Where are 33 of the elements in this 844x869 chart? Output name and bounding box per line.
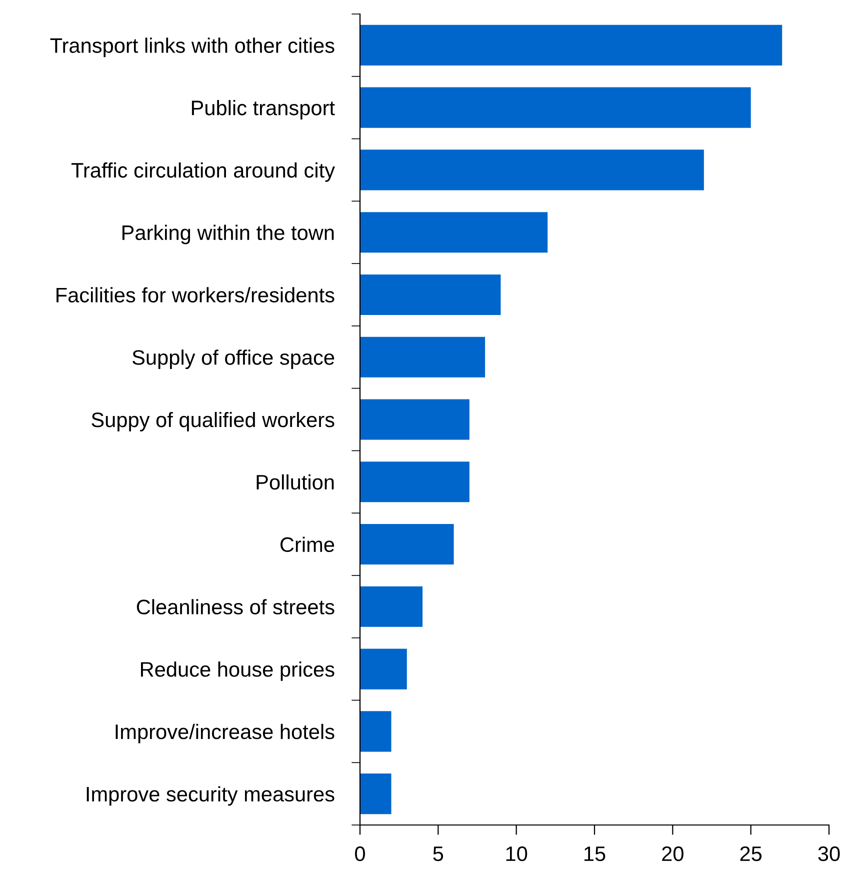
y-tick-label: Crime bbox=[280, 536, 334, 552]
x-tick-label: 25 bbox=[740, 846, 762, 862]
y-tick-label: Suppy of qualified workers bbox=[92, 412, 334, 432]
x-tick-label: 10 bbox=[506, 846, 528, 862]
x-tick-label: 20 bbox=[662, 846, 684, 862]
x-tick-label: 30 bbox=[818, 846, 840, 862]
bar bbox=[360, 524, 454, 565]
y-tick-label: Public transport bbox=[192, 100, 335, 120]
bar bbox=[360, 150, 704, 190]
bar bbox=[360, 399, 470, 440]
x-tick-label: 15 bbox=[584, 846, 606, 862]
bar bbox=[360, 212, 548, 253]
y-tick-label: Transport links with other cities bbox=[50, 38, 334, 58]
bar bbox=[360, 774, 392, 814]
y-tick-label: Reduce house prices bbox=[141, 661, 334, 681]
bar bbox=[360, 711, 392, 752]
x-tick-label: 0 bbox=[355, 846, 365, 862]
bar bbox=[360, 87, 751, 128]
y-tick-label: Cleanliness of streets bbox=[136, 599, 334, 614]
bar bbox=[360, 586, 423, 627]
bar bbox=[360, 648, 407, 690]
y-tick-label: Supply of office space bbox=[132, 350, 334, 369]
y-tick-label: Parking within the town bbox=[122, 224, 334, 244]
y-tick-label: Improve/increase hotels bbox=[116, 724, 334, 744]
bar bbox=[360, 274, 501, 316]
y-tick-label: Improve security measures bbox=[86, 786, 334, 806]
y-tick-label: Facilities for workers/residents bbox=[56, 287, 334, 302]
x-tick-label: 5 bbox=[433, 846, 444, 862]
y-tick-label: Traffic circulation around city bbox=[71, 162, 335, 182]
bar bbox=[360, 462, 470, 502]
y-tick-label: Pollution bbox=[256, 474, 334, 490]
bar bbox=[360, 336, 486, 378]
bar bbox=[360, 24, 782, 66]
